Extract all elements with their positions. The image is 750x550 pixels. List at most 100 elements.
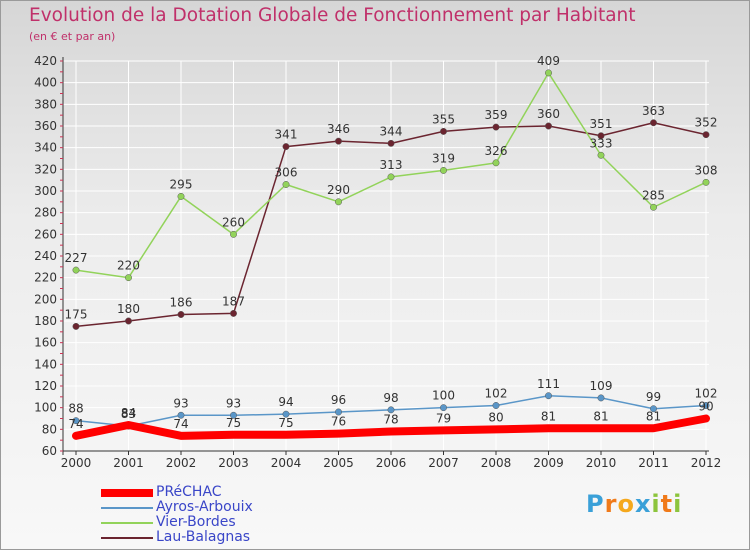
legend-label: Ayros-Arbouix bbox=[156, 499, 253, 515]
data-label: 83 bbox=[121, 407, 136, 421]
data-point bbox=[282, 143, 290, 151]
data-point bbox=[125, 274, 132, 282]
data-point bbox=[72, 417, 80, 425]
data-point bbox=[597, 394, 605, 402]
logo-letter: i bbox=[673, 490, 683, 518]
data-label: 285 bbox=[642, 188, 665, 202]
data-label: 409 bbox=[537, 54, 560, 68]
data-point bbox=[282, 181, 290, 188]
data-point bbox=[387, 406, 395, 414]
legend-item: Vier-Bordes bbox=[101, 514, 301, 531]
data-label: 74 bbox=[68, 417, 83, 431]
data-label: 93 bbox=[173, 396, 188, 410]
data-point bbox=[650, 405, 657, 413]
legend-swatch bbox=[101, 489, 153, 497]
y-tick-label: 60 bbox=[42, 444, 57, 458]
y-tick-label: 200 bbox=[34, 292, 57, 306]
data-point bbox=[388, 428, 394, 435]
data-point bbox=[335, 198, 342, 206]
chart-subtitle: (en € et par an) bbox=[29, 30, 116, 43]
line-chart: 60 80 100 120 140 160 180 200 220 240 260 280 300 320… bbox=[34, 54, 721, 470]
data-point bbox=[440, 404, 447, 412]
logo-letter: t bbox=[660, 490, 674, 518]
data-label: 351 bbox=[590, 117, 613, 131]
data-point bbox=[335, 137, 342, 145]
x-tick-label: 2008 bbox=[481, 456, 512, 470]
data-point bbox=[702, 402, 710, 409]
logo-letter: i bbox=[651, 490, 661, 518]
data-point bbox=[650, 425, 657, 432]
legend-label: Vier-Bordes bbox=[156, 514, 236, 530]
data-point bbox=[125, 317, 132, 325]
data-point bbox=[597, 151, 605, 159]
data-label: 227 bbox=[65, 251, 88, 265]
data-label: 81 bbox=[646, 409, 661, 423]
data-label: 346 bbox=[327, 122, 350, 136]
data-point bbox=[230, 431, 237, 438]
data-label: 319 bbox=[432, 151, 455, 165]
y-tick-label: 260 bbox=[34, 227, 57, 241]
x-tick-label: 2005 bbox=[323, 456, 354, 470]
data-label: 187 bbox=[222, 294, 245, 308]
y-tick-label: 220 bbox=[34, 271, 57, 285]
data-label: 75 bbox=[278, 416, 293, 430]
logo-letter: r bbox=[604, 490, 618, 518]
x-tick-label: 2010 bbox=[586, 456, 617, 470]
data-label: 352 bbox=[695, 116, 718, 130]
legend-item: Ayros-Arbouix bbox=[101, 499, 301, 516]
data-point bbox=[650, 119, 657, 127]
data-point bbox=[702, 178, 710, 186]
data-label: 80 bbox=[488, 410, 503, 424]
data-label: 76 bbox=[331, 415, 346, 429]
y-tick-label: 240 bbox=[34, 249, 57, 263]
data-label: 81 bbox=[593, 409, 608, 423]
data-label: 326 bbox=[485, 144, 508, 158]
data-point bbox=[283, 431, 289, 438]
x-tick-label: 2004 bbox=[271, 456, 302, 470]
y-tick-label: 360 bbox=[34, 119, 57, 133]
data-label: 260 bbox=[222, 215, 245, 229]
data-label: 94 bbox=[278, 395, 293, 409]
data-label: 186 bbox=[170, 296, 193, 310]
data-label: 74 bbox=[173, 417, 188, 431]
data-point bbox=[440, 127, 447, 135]
data-point bbox=[650, 203, 657, 211]
data-point bbox=[702, 131, 710, 139]
y-tick-label: 280 bbox=[34, 206, 57, 220]
data-point bbox=[440, 427, 447, 434]
data-point bbox=[335, 430, 342, 437]
y-tick-label: 300 bbox=[34, 184, 57, 198]
data-point bbox=[282, 410, 290, 418]
data-label: 78 bbox=[383, 413, 398, 427]
y-tick-label: 180 bbox=[34, 314, 57, 328]
data-label: 75 bbox=[226, 416, 241, 430]
data-label: 290 bbox=[327, 183, 350, 197]
data-point bbox=[72, 322, 80, 330]
data-label: 355 bbox=[432, 112, 455, 126]
y-tick-label: 320 bbox=[34, 162, 57, 176]
data-label: 111 bbox=[537, 377, 560, 391]
data-point bbox=[72, 266, 80, 274]
legend-swatch bbox=[101, 522, 153, 524]
data-point bbox=[177, 311, 185, 318]
data-label: 363 bbox=[642, 104, 665, 118]
data-label: 359 bbox=[485, 108, 508, 122]
data-label: 90 bbox=[698, 400, 713, 414]
y-tick-label: 340 bbox=[34, 141, 57, 155]
legend-label: PRéCHAC bbox=[156, 484, 222, 500]
proxiti-logo: Proxiti bbox=[586, 490, 682, 518]
data-point bbox=[598, 425, 604, 432]
logo-letter: o bbox=[617, 490, 635, 518]
data-label: 175 bbox=[65, 307, 88, 321]
data-label: 102 bbox=[485, 387, 508, 401]
x-tick-label: 2007 bbox=[428, 456, 459, 470]
data-label: 109 bbox=[590, 379, 613, 393]
x-tick-label: 2009 bbox=[533, 456, 564, 470]
data-point bbox=[73, 432, 79, 439]
data-point bbox=[597, 132, 605, 140]
logo-letter: P bbox=[586, 490, 605, 518]
data-point bbox=[230, 411, 237, 419]
data-point bbox=[703, 415, 709, 422]
y-tick-label: 160 bbox=[34, 336, 57, 350]
